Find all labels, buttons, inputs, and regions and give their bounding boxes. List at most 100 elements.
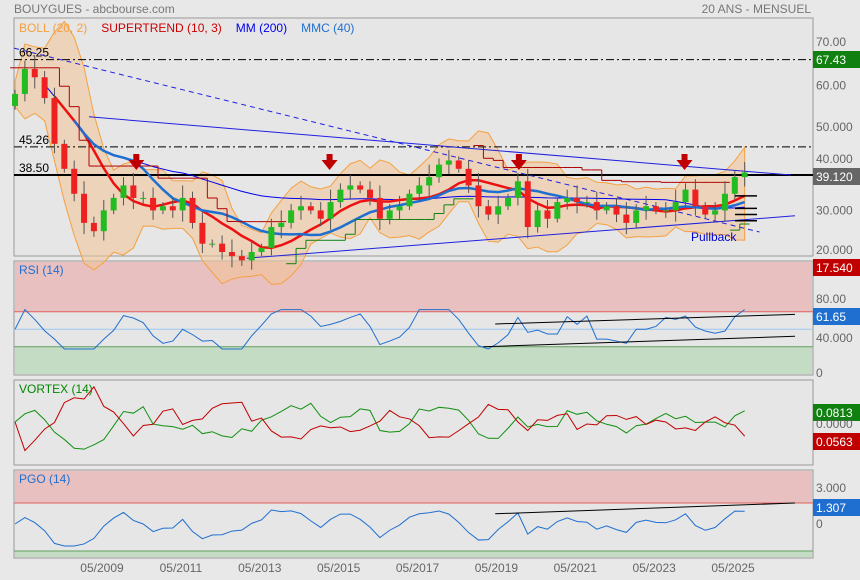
x-tick-label: 05/2009 (80, 561, 124, 575)
sell-arrow-icon (321, 154, 338, 170)
candle-body (179, 197, 186, 211)
candle-body (219, 243, 226, 252)
price-high-badge-bg (813, 51, 860, 68)
candle-body (386, 210, 393, 219)
candle-body (416, 185, 423, 194)
trendline (88, 116, 792, 176)
candle-body (327, 202, 334, 219)
pgo-y-tick: 3.000 (816, 481, 846, 495)
vortex-plus-badge: 0.0813 (816, 406, 853, 420)
pgo-last-badge: 1.307 (816, 501, 846, 515)
legend-mmc: MMC (40) (301, 21, 354, 35)
sell-arrow-icon (676, 154, 693, 170)
candle-body (317, 210, 324, 219)
candle-body (652, 206, 659, 211)
candle-body (41, 77, 48, 99)
sell-arrow-icon (510, 154, 527, 170)
legend-mm: MM (200) (236, 21, 287, 35)
pgo-label: PGO (14) (19, 472, 70, 486)
x-tick-label: 05/2025 (711, 561, 755, 575)
pgo-y-tick: 0 (816, 517, 823, 531)
candle-body (643, 206, 650, 211)
candle-body (445, 160, 452, 165)
x-tick-label: 05/2013 (238, 561, 282, 575)
candle-body (150, 197, 157, 211)
candle-body (209, 243, 216, 245)
price-y-tick: 70.00 (816, 35, 846, 49)
candle-body (741, 172, 748, 178)
vortex-minus-badge-bg (813, 433, 860, 450)
candle-body (337, 189, 344, 203)
candle-body (554, 202, 561, 219)
candle-body (633, 210, 640, 223)
pgo-lower-band (15, 551, 812, 557)
price-high-badge: 67.43 (816, 53, 846, 67)
candle-body (712, 210, 719, 215)
pgo-line (14, 509, 745, 547)
sell-arrow-icon (128, 154, 145, 170)
legend-supertrend: SUPERTREND (10, 3) (101, 21, 221, 35)
candle-body (436, 164, 443, 178)
candle-body (90, 222, 97, 232)
vortex-panel (13, 379, 814, 466)
candle-body (248, 252, 255, 261)
rsi-trendline (495, 313, 795, 325)
pgo-last-badge-bg (813, 499, 860, 516)
candle-body (524, 181, 531, 228)
x-tick-label: 05/2021 (554, 561, 598, 575)
x-tick-label: 05/2015 (317, 561, 361, 575)
candle-body (278, 222, 285, 228)
vortex-label: VORTEX (14) (19, 382, 93, 396)
vortex-minus-line (14, 385, 746, 452)
rsi-overbought-band (15, 262, 812, 312)
candle-body (110, 197, 117, 211)
candle-body (583, 202, 590, 204)
candle-body (357, 185, 364, 190)
candle-body (238, 256, 245, 261)
candle-body (159, 206, 166, 211)
candle-body (61, 143, 68, 169)
candle-body (564, 197, 571, 203)
candle-body (426, 177, 433, 186)
candle-body (189, 197, 196, 223)
candle-body (623, 214, 630, 223)
candle-body (169, 206, 176, 211)
candle-body (534, 210, 541, 228)
candle-body (692, 189, 699, 207)
price-last-badge-bg (813, 168, 860, 185)
price-y-tick: 30.000 (816, 203, 853, 217)
candle-body (544, 210, 551, 219)
candle-body (268, 227, 275, 248)
price-low-badge-bg (813, 259, 860, 276)
price-y-tick: 50.000 (816, 120, 853, 134)
price-y-tick: 20.000 (816, 243, 853, 257)
level-label: 45.26 (19, 133, 49, 147)
candle-body (465, 168, 472, 186)
candle-body (574, 197, 581, 203)
x-tick-label: 05/2011 (160, 561, 203, 575)
pullback-annotation: Pullback (691, 230, 737, 244)
price-last-badge: 39.120 (816, 170, 853, 184)
vortex-y-tick: 0.0000 (816, 417, 853, 431)
rsi-last-badge-bg (813, 308, 860, 325)
level-label: 38.50 (19, 161, 49, 175)
pgo-trendline (495, 502, 795, 515)
candle-body (721, 193, 728, 211)
chart-title: BOUYGUES - abcbourse.com (14, 2, 175, 16)
candle-body (396, 206, 403, 211)
candle-body (12, 93, 19, 106)
level-label: 66.25 (19, 46, 49, 60)
rsi-label: RSI (14) (19, 263, 64, 277)
candle-body (603, 206, 610, 211)
candle-body (100, 210, 107, 232)
rsi-trendline (483, 335, 795, 348)
candle-body (593, 202, 600, 211)
candle-body (307, 206, 314, 211)
rsi-y-tick: 80.00 (816, 292, 846, 306)
candle-body (199, 222, 206, 244)
candle-body (455, 160, 462, 169)
candle-body (731, 177, 738, 194)
chart-period: 20 ANS - MENSUEL (702, 2, 812, 16)
candle-body (31, 68, 38, 78)
